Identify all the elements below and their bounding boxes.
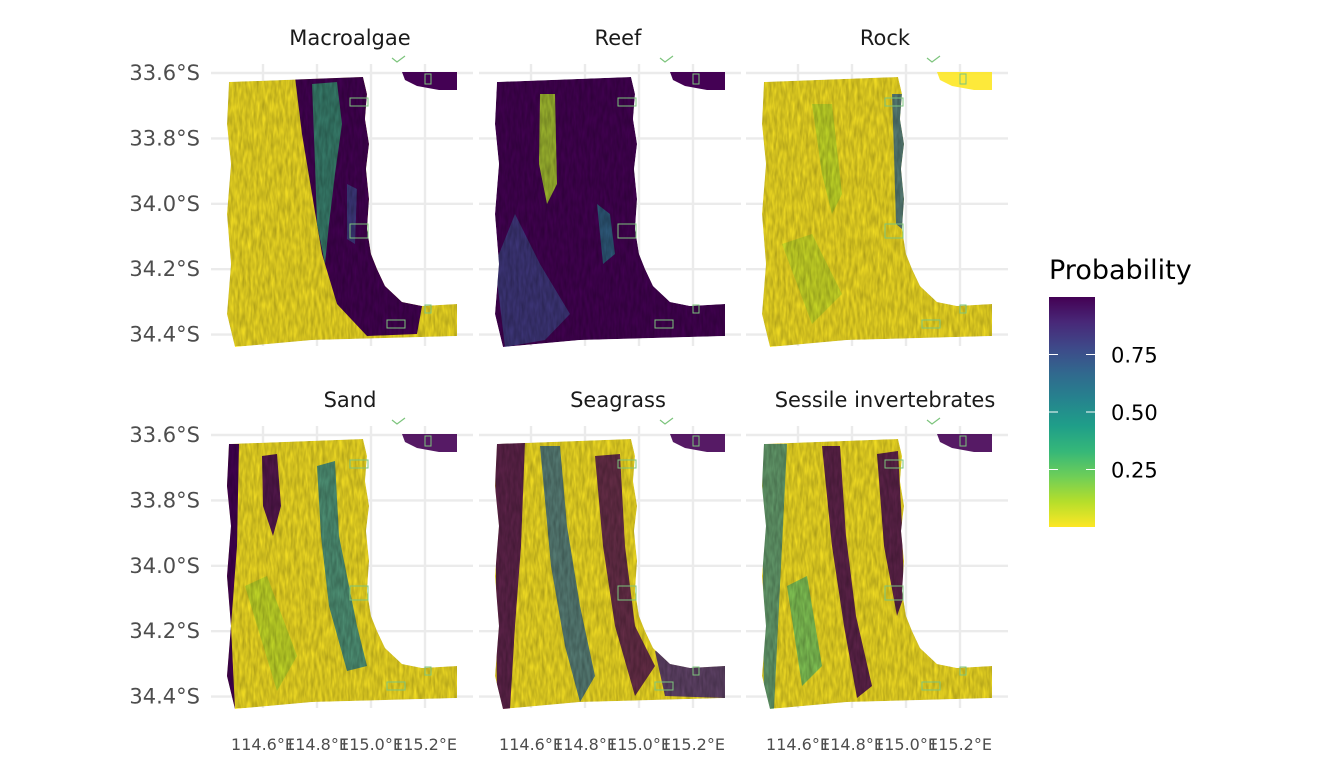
cape-outline-mark: [391, 55, 406, 63]
x-tick-label-col1-1: 114.8°E: [553, 735, 617, 754]
sanctuary-zone-outline-2: [386, 681, 406, 691]
sanctuary-zone-outline-1: [349, 223, 369, 239]
sanctuary-zone-outline-3: [692, 304, 700, 314]
facet-title-seagrass: Seagrass: [570, 388, 666, 412]
cape-outline-mark: [659, 417, 674, 425]
facet-title-sand: Sand: [324, 388, 377, 412]
sanctuary-zone-outline-4: [424, 73, 432, 85]
probability-legend: Probability 0.75 0.50 0.25: [1049, 255, 1192, 527]
sanctuary-zone-outline-1: [884, 585, 904, 601]
x-tick-label-col1-3: 115.2°E: [661, 735, 725, 754]
y-tick-label-row0-0: 33.6°S: [129, 61, 200, 85]
cape-outline-mark: [926, 417, 941, 425]
sanctuary-zone-outline-0: [617, 97, 637, 107]
y-axes: 33.6°S 33.8°S 34.0°S 34.2°S 34.4°S 33.6°S 33.8…: [129, 61, 200, 709]
y-tick-label-row1-4: 34.4°S: [129, 685, 200, 709]
x-tick-label-col0-0: 114.6°E: [231, 735, 295, 754]
x-tick-label-col2-1: 114.8°E: [820, 735, 884, 754]
x-tick-label-col2-0: 114.6°E: [766, 735, 830, 754]
sanctuary-zone-outline-0: [349, 459, 369, 469]
facet-title-rock: Rock: [860, 26, 911, 50]
offshore-island-strip: [937, 434, 992, 452]
sanctuary-zone-outline-0: [884, 97, 904, 107]
facet-title-macroalgae: Macroalgae: [289, 26, 410, 50]
offshore-island-strip: [670, 434, 725, 452]
sanctuary-zone-outline-4: [692, 435, 700, 447]
facet-title-reef: Reef: [595, 26, 642, 50]
sanctuary-zone-outline-4: [959, 435, 967, 447]
sanctuary-zone-outline-2: [921, 319, 941, 329]
sanctuary-zone-outline-4: [424, 435, 432, 447]
y-tick-label-row0-3: 34.2°S: [129, 257, 200, 281]
y-tick-label-row1-1: 33.8°S: [129, 488, 200, 512]
sanctuary-zone-outline-3: [959, 304, 967, 314]
sanctuary-zone-outline-4: [692, 73, 700, 85]
sanctuary-zone-outline-4: [959, 73, 967, 85]
facet-panels: Macroalgae Reef Rock Sand Seagrass Sessile in…: [211, 26, 1008, 709]
y-tick-label-row1-0: 33.6°S: [129, 423, 200, 447]
x-tick-label-col2-2: 115.0°E: [874, 735, 938, 754]
legend-tick-label-2: 0.25: [1111, 459, 1158, 483]
offshore-island-strip: [670, 72, 725, 90]
offshore-island-strip: [937, 72, 992, 90]
cape-outline-mark: [659, 55, 674, 63]
panel-macroalgae: Macroalgae: [211, 26, 473, 347]
sanctuary-zone-outline-0: [884, 459, 904, 469]
facet-title-sessile-invertebrates: Sessile invertebrates: [775, 388, 996, 412]
sanctuary-zone-outline-3: [959, 666, 967, 676]
x-tick-label-col2-3: 115.2°E: [928, 735, 992, 754]
sanctuary-zone-outline-2: [654, 681, 674, 691]
sanctuary-zone-outline-1: [349, 585, 369, 601]
cape-outline-mark: [926, 55, 941, 63]
y-tick-label-row0-4: 34.4°S: [129, 323, 200, 347]
y-tick-label-row0-1: 33.8°S: [129, 126, 200, 150]
sanctuary-zone-outline-1: [617, 585, 637, 601]
panel-seagrass: Seagrass: [479, 388, 741, 709]
sanctuary-zone-outline-2: [386, 319, 406, 329]
x-tick-label-col0-2: 115.0°E: [339, 735, 403, 754]
panel-rock: Rock: [746, 26, 1008, 347]
sanctuary-zone-outline-3: [424, 666, 432, 676]
legend-ticks: 0.75 0.50 0.25: [1049, 344, 1158, 483]
x-tick-label-col1-2: 115.0°E: [607, 735, 671, 754]
panel-reef: Reef: [479, 26, 741, 347]
sanctuary-zone-outline-2: [921, 681, 941, 691]
legend-tick-label-1: 0.50: [1111, 401, 1158, 425]
y-tick-label-row1-2: 34.0°S: [129, 554, 200, 578]
sanctuary-zone-outline-3: [692, 666, 700, 676]
x-tick-label-col1-0: 114.6°E: [499, 735, 563, 754]
sanctuary-zone-outline-3: [424, 304, 432, 314]
x-tick-label-col0-1: 114.8°E: [285, 735, 349, 754]
sanctuary-zone-outline-1: [617, 223, 637, 239]
y-tick-label-row1-3: 34.2°S: [129, 619, 200, 643]
sanctuary-zone-outline-0: [617, 459, 637, 469]
offshore-island-strip: [402, 72, 457, 90]
legend-title: Probability: [1049, 255, 1192, 286]
x-tick-label-col0-3: 115.2°E: [393, 735, 457, 754]
sanctuary-zone-outline-2: [654, 319, 674, 329]
sanctuary-zone-outline-1: [884, 223, 904, 239]
panel-sand: Sand: [211, 388, 473, 709]
panel-sessile-invertebrates: Sessile invertebrates: [746, 388, 1008, 709]
sanctuary-zone-outline-0: [349, 97, 369, 107]
y-tick-label-row0-2: 34.0°S: [129, 192, 200, 216]
legend-tick-label-0: 0.75: [1111, 344, 1158, 368]
offshore-island-strip: [402, 434, 457, 452]
cape-outline-mark: [391, 417, 406, 425]
